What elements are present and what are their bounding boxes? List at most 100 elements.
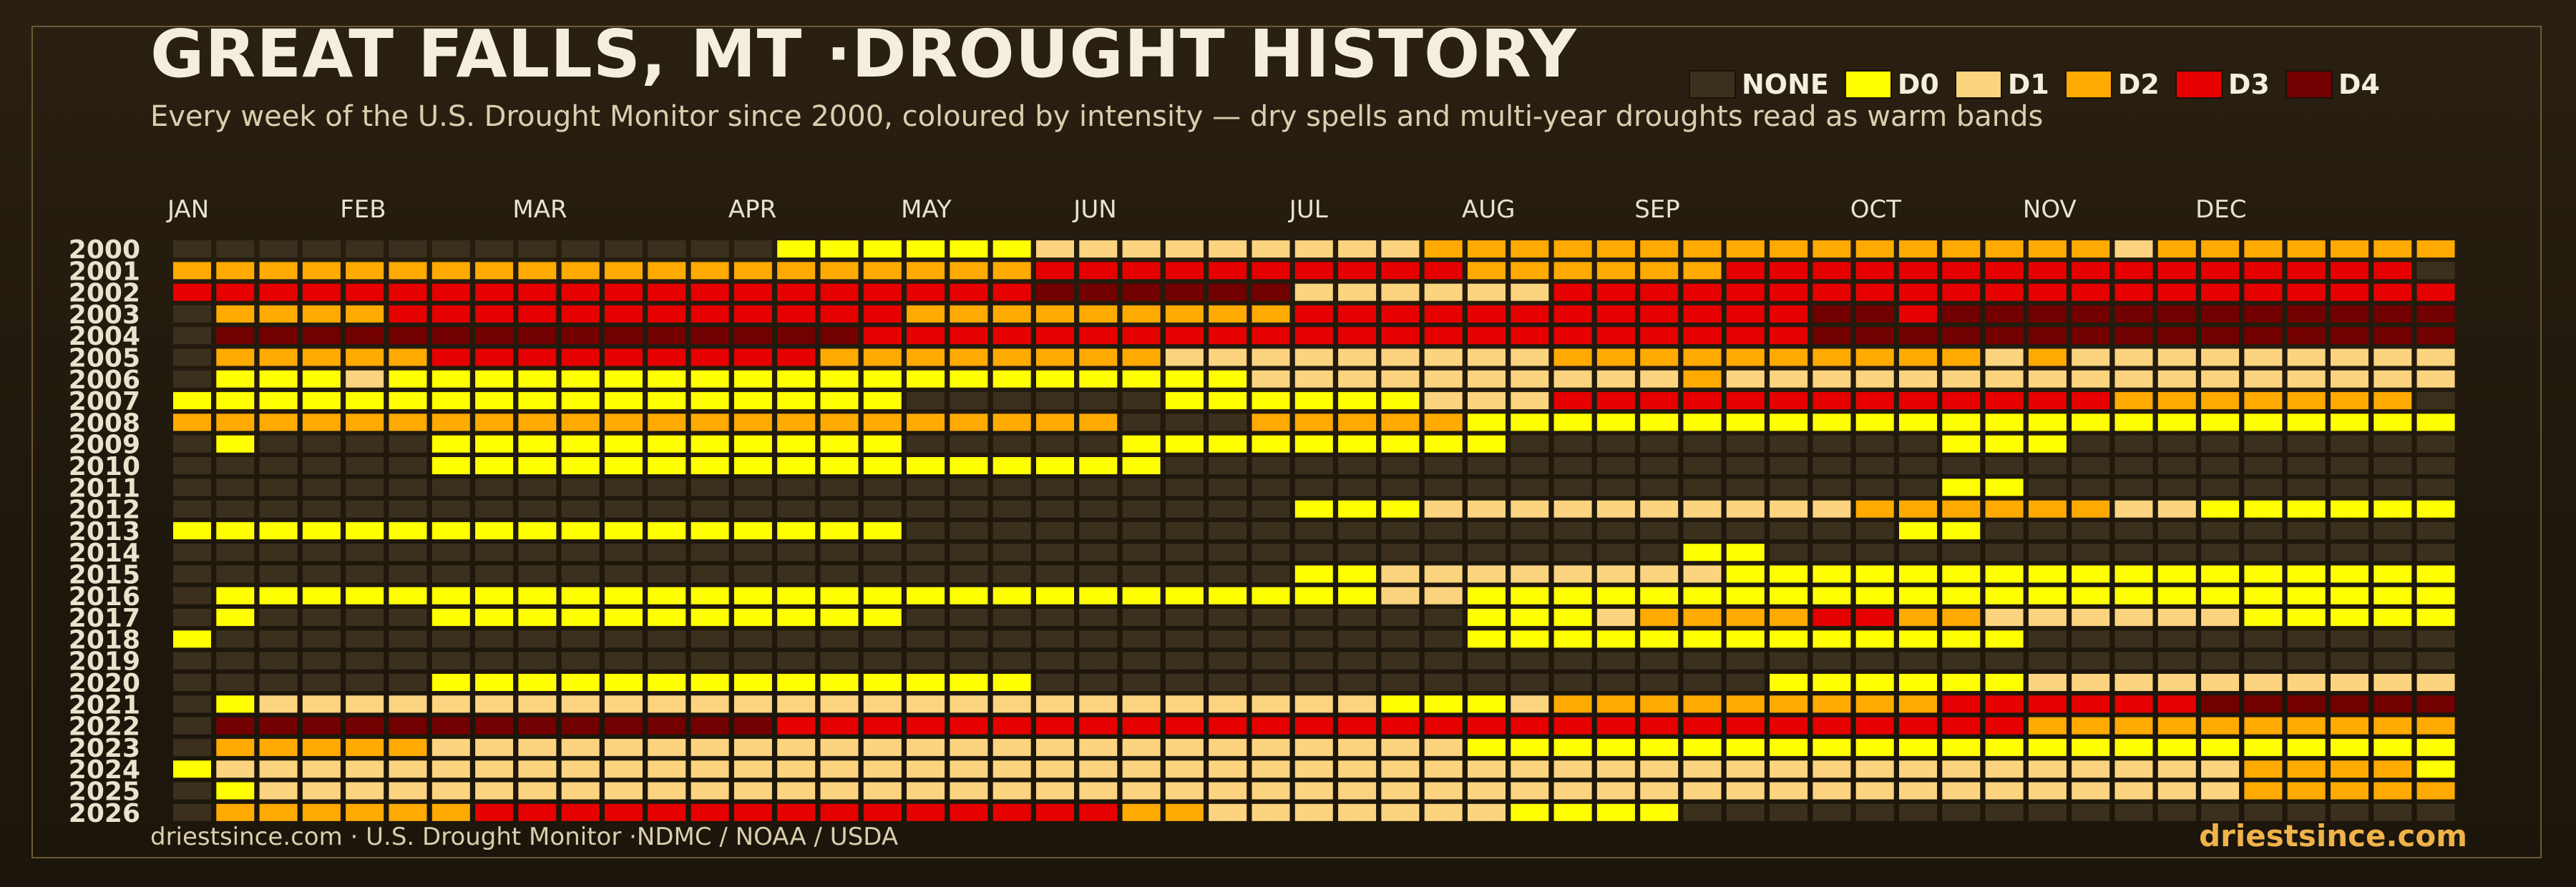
week-cell-2008-w30 xyxy=(1424,413,1463,431)
week-cell-2001-w38 xyxy=(1770,262,1808,280)
week-cell-2008-w32 xyxy=(1511,413,1549,431)
week-cell-2011-w52 xyxy=(2373,479,2412,496)
week-cell-2005-w43 xyxy=(1985,348,2024,366)
week-cell-2012-w8 xyxy=(475,500,514,518)
week-cell-2004-w8 xyxy=(475,327,514,345)
week-cell-2014-w46 xyxy=(2114,544,2153,562)
week-cell-2008-w31 xyxy=(1468,413,1506,431)
week-cell-2010-w30 xyxy=(1424,457,1463,474)
week-cell-2011-w32 xyxy=(1511,479,1549,496)
week-cell-2017-w25 xyxy=(1209,609,1247,627)
week-cell-2025-w9 xyxy=(518,782,557,800)
year-label-2001: 2001 xyxy=(69,257,140,286)
week-cell-2014-w32 xyxy=(1511,544,1549,562)
week-cell-2000-w40 xyxy=(1855,240,1894,258)
week-cell-2016-w43 xyxy=(1985,587,2024,604)
week-cell-2002-w7 xyxy=(431,283,470,301)
week-cell-2010-w7 xyxy=(431,457,470,474)
week-cell-2001-w7 xyxy=(431,262,470,280)
week-cell-2012-w41 xyxy=(1899,500,1937,518)
week-cell-2007-w23 xyxy=(1122,392,1161,410)
week-cell-2003-w37 xyxy=(1726,305,1765,323)
week-cell-2015-w46 xyxy=(2114,565,2153,583)
week-cell-2007-w12 xyxy=(648,392,686,410)
year-label-2007: 2007 xyxy=(69,387,140,416)
week-cell-2026-w24 xyxy=(1165,803,1204,821)
week-cell-2006-w7 xyxy=(431,370,470,388)
legend-item-d3: D3 xyxy=(2175,69,2270,100)
week-cell-2019-w8 xyxy=(475,652,514,670)
legend-swatch-d1 xyxy=(1954,70,2002,99)
week-cell-2026-w48 xyxy=(2201,803,2240,821)
week-cell-2010-w48 xyxy=(2201,457,2240,474)
week-cell-2000-w32 xyxy=(1511,240,1549,258)
week-cell-2025-w1 xyxy=(173,782,211,800)
week-cell-2010-w43 xyxy=(1985,457,2024,474)
week-cell-2007-w41 xyxy=(1899,392,1937,410)
week-cell-2009-w40 xyxy=(1855,435,1894,453)
week-cell-2009-w3 xyxy=(259,435,298,453)
week-cell-2013-w10 xyxy=(561,521,600,539)
week-cell-2018-w15 xyxy=(777,630,816,648)
week-cell-2012-w24 xyxy=(1165,500,1204,518)
week-cell-2007-w7 xyxy=(431,392,470,410)
week-cell-2017-w47 xyxy=(2157,609,2196,627)
week-cell-2007-w25 xyxy=(1209,392,1247,410)
week-cell-2010-w29 xyxy=(1381,457,1420,474)
week-cell-2014-w10 xyxy=(561,544,600,562)
week-cell-2005-w44 xyxy=(2028,348,2067,366)
week-cell-2017-w2 xyxy=(216,609,255,627)
week-cell-2026-w30 xyxy=(1424,803,1463,821)
week-cell-2020-w46 xyxy=(2114,674,2153,691)
month-label-feb: FEB xyxy=(340,195,386,224)
week-cell-2021-w52 xyxy=(2373,695,2412,713)
week-cell-2022-w45 xyxy=(2072,717,2110,735)
week-cell-2023-w50 xyxy=(2287,738,2326,756)
week-cell-2011-w41 xyxy=(1899,479,1937,496)
week-cell-2019-w18 xyxy=(907,652,945,670)
week-cell-2017-w49 xyxy=(2244,609,2283,627)
week-cell-2009-w53 xyxy=(2416,435,2455,453)
week-cell-2012-w39 xyxy=(1813,500,1851,518)
week-cell-2007-w14 xyxy=(733,392,772,410)
week-cell-2010-w13 xyxy=(691,457,729,474)
week-cell-2019-w29 xyxy=(1381,652,1420,670)
week-cell-2005-w24 xyxy=(1165,348,1204,366)
month-label-jun: JUN xyxy=(1072,195,1116,224)
week-cell-2001-w5 xyxy=(346,262,384,280)
week-cell-2018-w40 xyxy=(1855,630,1894,648)
week-cell-2023-w21 xyxy=(1036,738,1074,756)
week-cell-2026-w42 xyxy=(1942,803,1981,821)
week-cell-2016-w36 xyxy=(1683,587,1722,604)
week-cell-2020-w40 xyxy=(1855,674,1894,691)
week-cell-2016-w42 xyxy=(1942,587,1981,604)
week-cell-2021-w19 xyxy=(950,695,988,713)
week-cell-2009-w23 xyxy=(1122,435,1161,453)
week-cell-2020-w13 xyxy=(691,674,729,691)
week-cell-2013-w51 xyxy=(2331,521,2368,539)
week-cell-2022-w26 xyxy=(1252,717,1290,735)
week-cell-2013-w44 xyxy=(2028,521,2067,539)
week-cell-2006-w22 xyxy=(1079,370,1118,388)
legend-label-none: NONE xyxy=(1742,69,1829,100)
week-cell-2016-w38 xyxy=(1770,587,1808,604)
week-cell-2011-w39 xyxy=(1813,479,1851,496)
week-cell-2022-w51 xyxy=(2331,717,2368,735)
week-cell-2005-w7 xyxy=(431,348,470,366)
week-cell-2023-w33 xyxy=(1553,738,1592,756)
week-cell-2000-w48 xyxy=(2201,240,2240,258)
week-cell-2013-w18 xyxy=(907,521,945,539)
week-cell-2003-w51 xyxy=(2331,305,2368,323)
week-cell-2026-w39 xyxy=(1813,803,1851,821)
week-cell-2019-w7 xyxy=(431,652,470,670)
brand-link[interactable]: driestsince.com xyxy=(2199,818,2467,853)
week-cell-2022-w19 xyxy=(950,717,988,735)
legend-swatch-d4 xyxy=(2285,70,2333,99)
week-cell-2003-w26 xyxy=(1252,305,1290,323)
week-cell-2004-w19 xyxy=(950,327,988,345)
week-cell-2011-w3 xyxy=(259,479,298,496)
week-cell-2016-w1 xyxy=(173,587,211,604)
week-cell-2010-w28 xyxy=(1338,457,1377,474)
week-cell-2025-w41 xyxy=(1899,782,1937,800)
week-cell-2003-w1 xyxy=(173,305,211,323)
